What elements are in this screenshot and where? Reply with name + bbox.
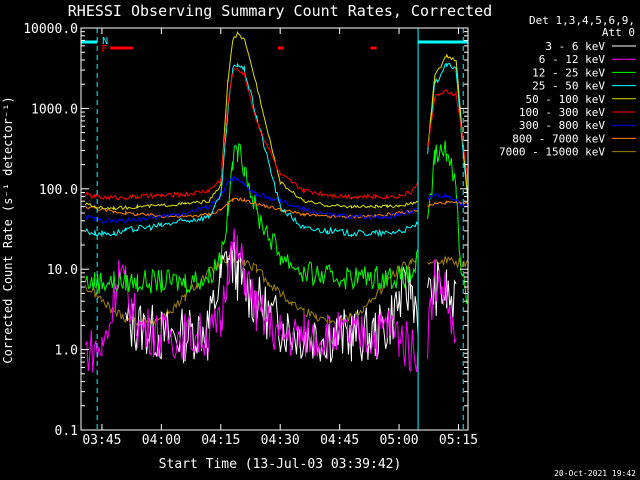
legend-entry-label: 25 - 50 keV [532,80,605,93]
series-line-50-100-keV [84,30,469,211]
x-axis-label: Start Time (13-Jul-03 03:39:42) [159,457,402,472]
series-layer [84,30,469,373]
x-tick-label: 05:15 [439,433,478,448]
marker-layer: FN | [81,28,468,430]
y-tick-label: 100.0 [39,183,78,198]
legend-entry-label: 12 - 25 keV [532,66,605,79]
plot-frame [80,27,469,431]
x-tick-label: 04:00 [142,433,181,448]
y-tick-label: 0.1 [55,424,78,439]
x-tick-label: 03:45 [82,433,121,448]
legend-entry-label: 7000 - 15000 keV [499,146,605,159]
y-tick-label: 1000.0 [31,102,78,117]
state-bar-label: F [101,44,107,55]
x-tick-label: 05:00 [379,433,418,448]
legend-entry-label: 50 - 100 keV [526,93,606,106]
series-line-12-25-keV [84,140,469,304]
state-bar-label: N [102,36,108,47]
y-tick-label: 1.0 [55,344,78,359]
legend-entry-label: 6 - 12 keV [539,53,606,66]
annotation-marker: | [204,346,211,360]
series-line-6-12-keV [84,228,457,373]
legend-header: Det 1,3,4,5,6,9, [529,14,635,27]
y-tick-label: 10.0 [47,263,78,278]
series-line-100-300-keV [84,66,469,202]
legend-entry-label: 3 - 6 keV [545,40,605,53]
legend-entry-label: 800 - 7000 keV [512,132,605,145]
y-axis-label: Corrected Count Rate (s⁻¹ detector⁻¹) [1,96,15,363]
legend-header: Att 0 [602,26,635,39]
series-line-300-800-keV [84,175,469,225]
footer-date: 20-Oct-2021 19:42 [554,469,636,478]
y-tick-label: 10000.0 [23,22,78,37]
x-tick-label: 04:45 [320,433,359,448]
axis-layer: 03:45 04:00 04:15 04:30 04:45 05:00 05:15 0.1 1.… [23,22,478,448]
x-tick-label: 04:15 [201,433,240,448]
x-tick-label: 04:30 [261,433,300,448]
chart-title: RHESSI Observing Summary Count Rates, Co… [68,2,492,20]
legend-entry-label: 300 - 800 keV [519,119,605,132]
legend-entry-label: 100 - 300 keV [519,106,605,119]
